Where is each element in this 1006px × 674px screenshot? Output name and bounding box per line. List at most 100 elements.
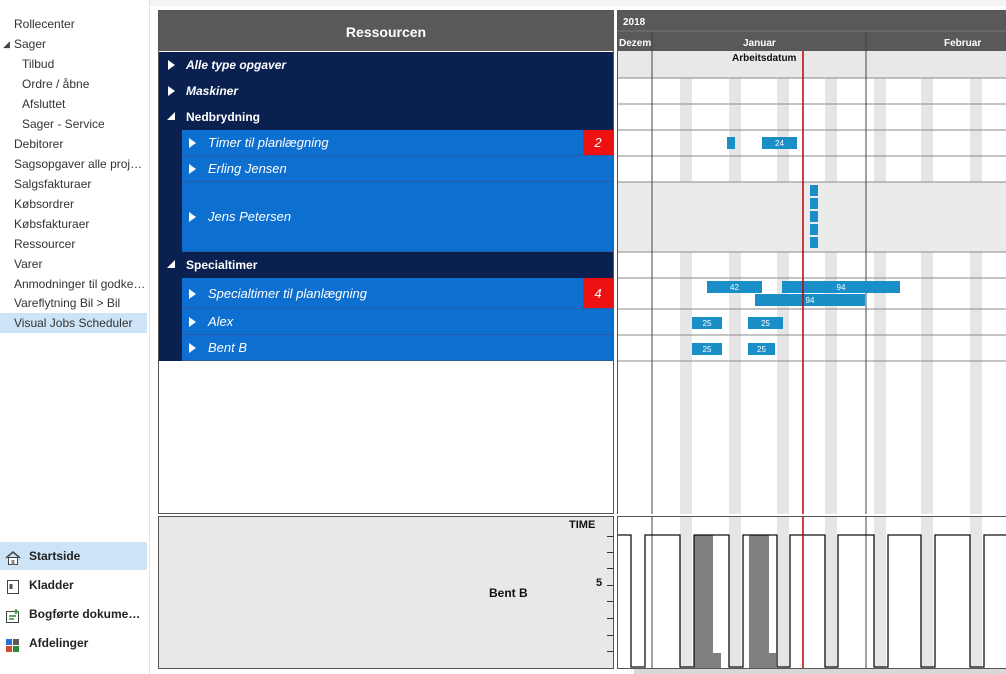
timeline-month: Dezem <box>619 38 651 49</box>
resource-row-bent-b[interactable]: Bent B <box>159 335 613 361</box>
nav-item-label: Købsordrer <box>14 197 75 211</box>
nav-item-varer[interactable]: Varer <box>0 254 147 274</box>
expand-triangle-icon[interactable] <box>189 212 196 222</box>
unplanned-count-badge: 4 <box>583 278 613 308</box>
resource-group-alle-type-opgaver[interactable]: Alle type opgaver <box>159 52 613 78</box>
task-bar <box>755 294 865 306</box>
nav-item-vareflytning-bil-bil[interactable]: Vareflytning Bil > Bil <box>0 293 147 313</box>
axis-tick-mark <box>607 651 613 652</box>
nav-item-ordre-åbne[interactable]: Ordre / åbne <box>0 74 147 94</box>
nav-item-sagsopgaver-alle-projekter[interactable]: Sagsopgaver alle projekter <box>0 154 147 174</box>
nav-item-label: Rollecenter <box>14 17 75 31</box>
nav-item-label: Ordre / åbne <box>22 77 90 91</box>
nav-item-salgsfakturaer[interactable]: Salgsfakturaer <box>0 174 147 194</box>
task-bar-label: 25 <box>757 345 766 354</box>
nav-department-label: Bogførte dokumenter <box>29 607 147 621</box>
nav-item-købsordrer[interactable]: Købsordrer <box>0 194 147 214</box>
home-icon <box>5 548 21 565</box>
expand-triangle-icon[interactable] <box>168 60 175 70</box>
task-bar-label: 94 <box>837 283 846 292</box>
axis-tick-mark <box>607 536 613 537</box>
resource-row-alex[interactable]: Alex <box>159 309 613 335</box>
resource-row-erling-jensen[interactable]: Erling Jensen <box>159 156 613 182</box>
capacity-panel: TIME 5 Bent B <box>158 516 614 669</box>
horizontal-scrollbar[interactable] <box>634 669 1006 674</box>
task-bar <box>762 137 797 149</box>
resource-row-jens-petersen[interactable]: Jens Petersen <box>159 182 613 252</box>
resource-label: Bent B <box>208 340 248 355</box>
task-bar-label: 94 <box>806 296 815 305</box>
expand-triangle-icon[interactable] <box>168 86 175 96</box>
nav-department-label: Afdelinger <box>29 636 89 650</box>
collapse-triangle-icon[interactable] <box>167 112 175 120</box>
posted-documents-icon <box>5 606 21 623</box>
nav-item-label: Salgsfakturaer <box>14 177 92 191</box>
nav-item-rollecenter[interactable]: Rollecenter <box>0 14 147 34</box>
nav-item-debitorer[interactable]: Debitorer <box>0 134 147 154</box>
expand-triangle-icon[interactable] <box>189 343 196 353</box>
nav-item-ressourcer[interactable]: Ressourcer <box>0 234 147 254</box>
resource-label: Specialtimer til planlægning <box>208 285 367 301</box>
resource-cell[interactable]: Timer til planlægning 2 <box>182 130 613 156</box>
collapse-triangle-icon[interactable] <box>167 260 175 268</box>
nav-department-kladder[interactable]: Kladder <box>0 571 147 599</box>
resource-group-nedbrydning[interactable]: Nedbrydning <box>159 104 613 130</box>
resource-label: Timer til planlægning <box>208 135 329 150</box>
task-bar <box>692 317 722 329</box>
weekend-column <box>921 517 933 668</box>
task-bar <box>810 198 818 209</box>
resource-group-specialtimer[interactable]: Specialtimer <box>159 252 613 278</box>
axis-tick-mark <box>607 568 613 569</box>
nav-item-label: Købsfakturaer <box>14 217 90 231</box>
nav-item-label: Ressourcer <box>14 237 76 251</box>
task-bar <box>707 281 762 293</box>
resource-cell[interactable]: Bent B <box>182 335 613 361</box>
weekend-column <box>874 517 886 668</box>
task-bar <box>810 224 818 235</box>
resource-cell[interactable]: Alex <box>182 309 613 335</box>
resource-group-maskiner[interactable]: Maskiner <box>159 78 613 104</box>
nav-item-sager-service[interactable]: Sager - Service <box>0 114 147 134</box>
expand-arrow-icon[interactable]: ◢ <box>3 39 10 49</box>
nav-item-sager[interactable]: ◢ Sager <box>0 34 147 54</box>
nav-item-tilbud[interactable]: Tilbud <box>0 54 147 74</box>
nav-department-label: Kladder <box>29 578 74 592</box>
journal-icon <box>5 577 21 594</box>
nav-department-startside[interactable]: Startside <box>0 542 147 570</box>
nav-item-label: Sager - Service <box>22 117 105 131</box>
task-bar <box>727 137 735 149</box>
nav-item-label: Afsluttet <box>22 97 66 111</box>
nav-department-afdelinger[interactable]: Afdelinger <box>0 629 147 657</box>
nav-department-bogførte-dokumenter[interactable]: Bogførte dokumenter <box>0 600 147 628</box>
task-bar-label: 25 <box>703 319 712 328</box>
resource-cell[interactable]: Specialtimer til planlægning 4 <box>182 278 613 309</box>
navigation-pane: Rollecenter ◢ Sager Tilbud Ordre / åbne Afslu… <box>0 0 150 674</box>
resource-group-label: Specialtimer <box>186 258 258 272</box>
resource-row-timer-til-planlægning[interactable]: Timer til planlægning 2 <box>159 130 613 156</box>
capacity-usage <box>749 535 769 668</box>
resource-cell[interactable]: Erling Jensen <box>182 156 613 182</box>
resource-cell[interactable]: Jens Petersen <box>182 182 613 252</box>
nav-item-anmodninger-til-godkendelse[interactable]: Anmodninger til godkendelse <box>0 274 147 294</box>
capacity-chart <box>617 516 1006 669</box>
capacity-axis-title: TIME <box>569 519 596 531</box>
workdate-label: Arbeitsdatum <box>732 53 797 64</box>
gantt-chart[interactable]: 2018 Dezem Januar Februar Arbeitsdatum 24 42 94… <box>617 10 1006 514</box>
expand-triangle-icon[interactable] <box>189 288 196 299</box>
weekend-column <box>970 78 982 514</box>
departments-icon <box>5 635 21 652</box>
nav-item-visual-jobs-scheduler[interactable]: Visual Jobs Scheduler <box>0 313 147 333</box>
weekend-column <box>729 517 741 668</box>
nav-item-afsluttet[interactable]: Afsluttet <box>0 94 147 114</box>
nav-item-købsfakturaer[interactable]: Købsfakturaer <box>0 214 147 234</box>
resource-label: Erling Jensen <box>208 161 287 176</box>
nav-item-label: Tilbud <box>22 57 55 71</box>
nav-item-label: Visual Jobs Scheduler <box>14 316 133 330</box>
expand-triangle-icon[interactable] <box>189 317 196 327</box>
expand-triangle-icon[interactable] <box>189 164 196 174</box>
nav-item-label: Sager <box>14 37 47 51</box>
resource-row-specialtimer-til-planlægning[interactable]: Specialtimer til planlægning 4 <box>159 278 613 309</box>
weekend-column <box>680 78 692 514</box>
expand-triangle-icon[interactable] <box>189 138 196 148</box>
capacity-line <box>618 534 1006 668</box>
